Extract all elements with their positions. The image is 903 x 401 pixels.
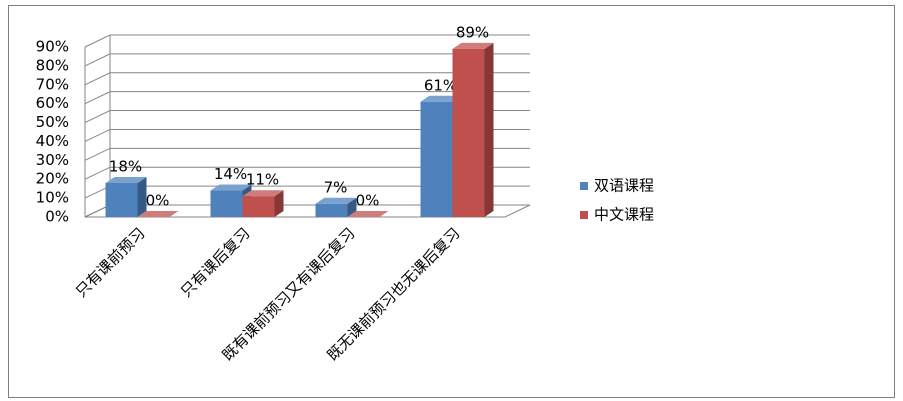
bar-side bbox=[484, 42, 494, 218]
bar-top bbox=[420, 95, 462, 102]
y-tick-label: 40% bbox=[36, 132, 69, 150]
bar-top bbox=[347, 211, 389, 217]
data-label: 0% bbox=[356, 192, 380, 210]
y-tick-label: 60% bbox=[36, 94, 69, 112]
legend-label: 中文课程 bbox=[594, 206, 654, 224]
data-label: 18% bbox=[109, 158, 142, 176]
data-label: 14% bbox=[214, 165, 247, 183]
data-label: 11% bbox=[246, 171, 279, 189]
bar-top bbox=[242, 190, 284, 197]
bar-top bbox=[210, 184, 252, 191]
bar-top bbox=[137, 211, 179, 217]
y-tick-label: 20% bbox=[36, 170, 69, 188]
bar bbox=[242, 196, 275, 217]
bar-side bbox=[137, 177, 147, 217]
bar-side bbox=[274, 190, 284, 217]
y-tick-label: 0% bbox=[45, 208, 69, 226]
y-tick-label: 80% bbox=[36, 56, 69, 74]
y-tick-label: 10% bbox=[36, 189, 69, 207]
legend-swatch bbox=[580, 211, 588, 219]
data-label: 61% bbox=[424, 76, 457, 94]
y-tick-label: 90% bbox=[36, 38, 69, 56]
bar bbox=[105, 183, 138, 217]
bar-top bbox=[105, 177, 147, 183]
bar-top bbox=[452, 42, 494, 49]
bar bbox=[420, 101, 453, 217]
bar bbox=[210, 190, 243, 217]
y-tick-label: 70% bbox=[36, 75, 69, 93]
data-label: 0% bbox=[146, 192, 170, 210]
bar bbox=[452, 48, 485, 218]
bar bbox=[315, 203, 348, 217]
legend-label: 双语课程 bbox=[594, 177, 654, 195]
bar-top bbox=[315, 197, 357, 204]
data-label: 7% bbox=[324, 178, 348, 196]
y-tick-label: 30% bbox=[36, 151, 69, 169]
y-tick-label: 50% bbox=[36, 113, 69, 131]
data-label: 89% bbox=[456, 23, 489, 41]
bar-side bbox=[347, 197, 357, 217]
legend-swatch bbox=[580, 182, 588, 190]
